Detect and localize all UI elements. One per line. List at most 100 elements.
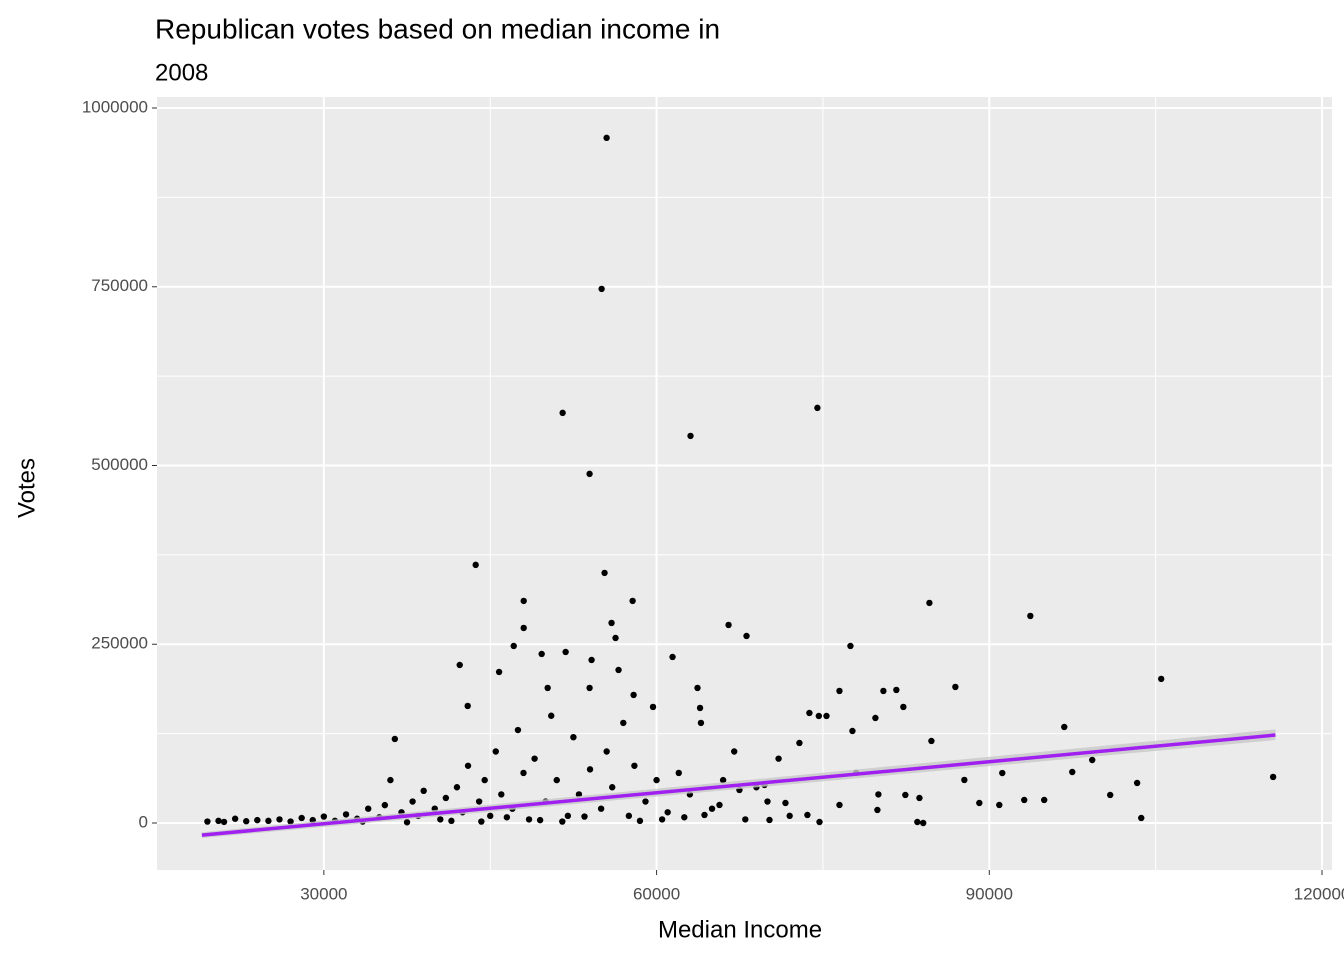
point [442, 794, 450, 802]
point [874, 806, 881, 814]
chart-title: 2008 [155, 59, 208, 86]
point [900, 703, 907, 711]
point [1040, 796, 1048, 804]
point [916, 794, 923, 802]
point [588, 656, 595, 664]
point [603, 748, 610, 755]
point [520, 624, 527, 632]
point [1138, 814, 1145, 822]
point [456, 661, 463, 669]
point [836, 801, 843, 809]
y-tick-label: 0 [139, 812, 148, 831]
point [559, 409, 566, 417]
point [620, 719, 627, 727]
point [775, 755, 782, 762]
point [586, 766, 594, 773]
point [1069, 768, 1076, 776]
point [719, 776, 727, 784]
point [952, 683, 959, 691]
point [492, 748, 499, 755]
point [581, 813, 588, 820]
point [487, 812, 494, 820]
point [204, 818, 211, 825]
point [608, 619, 615, 627]
point [520, 597, 527, 605]
chart-title: Republican votes based on median income … [155, 13, 720, 44]
point [664, 809, 671, 816]
point [742, 816, 749, 823]
point [265, 817, 272, 825]
point [570, 733, 577, 741]
point [782, 799, 789, 807]
point [287, 818, 294, 825]
point [675, 769, 682, 777]
x-tick-label: 90000 [966, 884, 1013, 903]
point [625, 812, 633, 820]
point [636, 817, 644, 825]
point [478, 818, 485, 825]
point [215, 817, 222, 825]
point [601, 569, 608, 577]
y-tick-label: 250000 [91, 634, 148, 653]
point [1027, 612, 1034, 620]
point [701, 811, 708, 819]
point [697, 719, 705, 727]
point [872, 714, 879, 722]
trend-line [201, 733, 1276, 837]
point [472, 561, 479, 569]
point [708, 805, 716, 812]
point [814, 404, 821, 412]
point [1133, 779, 1141, 787]
point [538, 650, 545, 658]
point [649, 703, 657, 711]
point [653, 776, 660, 784]
point [243, 818, 250, 825]
point [669, 653, 676, 661]
point [365, 805, 372, 812]
point [464, 702, 471, 710]
point [764, 798, 771, 805]
point [586, 470, 593, 478]
point [629, 597, 636, 605]
point [806, 709, 813, 717]
point [681, 814, 688, 821]
point [919, 819, 927, 827]
point [559, 818, 566, 825]
point [928, 737, 935, 745]
point [815, 712, 823, 720]
point [544, 684, 551, 692]
point [926, 599, 933, 607]
point [503, 814, 511, 821]
point [658, 816, 666, 823]
y-axis-title: Votes [13, 458, 40, 518]
x-axis-title: Median Income [658, 916, 822, 943]
point [531, 755, 538, 762]
point [525, 816, 533, 823]
point [716, 801, 723, 809]
point [836, 687, 843, 695]
point [687, 432, 694, 440]
point [387, 776, 394, 784]
point [743, 632, 750, 640]
point [520, 769, 527, 777]
point [816, 818, 823, 826]
point [495, 668, 503, 676]
point [631, 762, 638, 769]
x-tick-label: 30000 [300, 884, 347, 903]
point [1021, 796, 1028, 804]
point [880, 687, 887, 695]
point [298, 814, 305, 822]
point [804, 811, 811, 819]
point [453, 784, 461, 791]
point [694, 684, 701, 692]
point [996, 801, 1003, 809]
point [481, 776, 488, 784]
point [498, 791, 505, 798]
point [276, 816, 283, 823]
point [564, 812, 572, 820]
point [893, 686, 900, 694]
point [254, 816, 261, 824]
point [603, 134, 610, 142]
